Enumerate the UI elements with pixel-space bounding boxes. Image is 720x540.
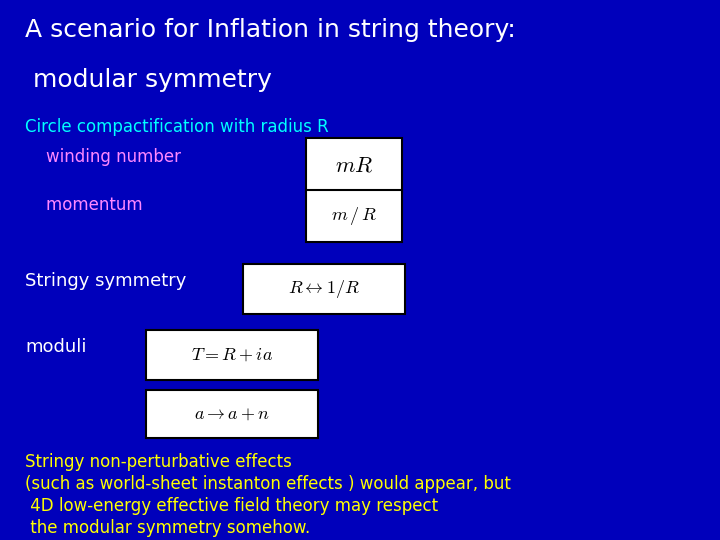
Text: the modular symmetry somehow.: the modular symmetry somehow. xyxy=(25,519,310,537)
Text: moduli: moduli xyxy=(25,338,86,356)
Text: Stringy non-perturbative effects: Stringy non-perturbative effects xyxy=(25,453,292,471)
Text: $a \rightarrow a + n$: $a \rightarrow a + n$ xyxy=(194,405,270,423)
Text: $T = R + ia$: $T = R + ia$ xyxy=(191,346,273,364)
Text: (such as world-sheet instanton effects ) would appear, but: (such as world-sheet instanton effects )… xyxy=(25,475,511,493)
Text: $m\,/\,R$: $m\,/\,R$ xyxy=(331,205,377,227)
Text: $R \leftrightarrow 1/R$: $R \leftrightarrow 1/R$ xyxy=(288,278,360,300)
Text: $\mathit{mR}$: $\mathit{mR}$ xyxy=(335,155,373,175)
Text: winding number: winding number xyxy=(25,148,181,166)
Text: Circle compactification with radius R: Circle compactification with radius R xyxy=(25,118,329,136)
FancyBboxPatch shape xyxy=(146,390,318,438)
FancyBboxPatch shape xyxy=(146,330,318,380)
FancyBboxPatch shape xyxy=(306,190,402,242)
Text: 4D low-energy effective field theory may respect: 4D low-energy effective field theory may… xyxy=(25,497,438,515)
Text: Stringy symmetry: Stringy symmetry xyxy=(25,272,186,290)
Text: A scenario for Inflation in string theory:: A scenario for Inflation in string theor… xyxy=(25,18,516,42)
Text: momentum: momentum xyxy=(25,196,143,214)
Text: modular symmetry: modular symmetry xyxy=(25,68,272,92)
FancyBboxPatch shape xyxy=(306,138,402,192)
FancyBboxPatch shape xyxy=(243,264,405,314)
